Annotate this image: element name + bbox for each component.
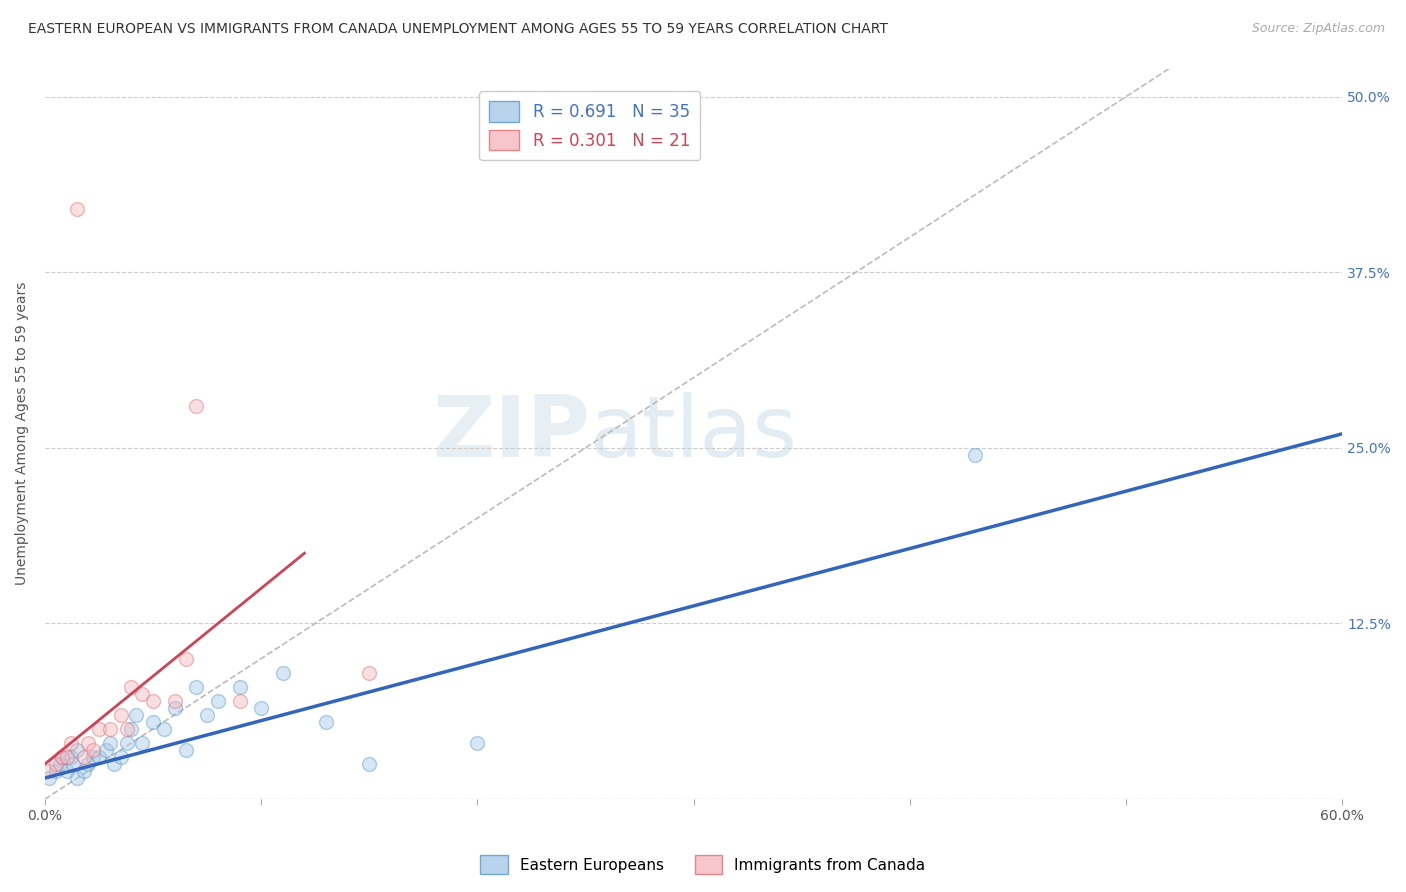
Legend: Eastern Europeans, Immigrants from Canada: Eastern Europeans, Immigrants from Canad…	[474, 849, 932, 880]
Point	[142, 694, 165, 708]
Point	[55, 750, 77, 764]
Point	[250, 700, 273, 714]
Point	[163, 694, 186, 708]
Point	[174, 743, 197, 757]
Point	[51, 750, 73, 764]
Point	[163, 700, 186, 714]
Point	[153, 722, 176, 736]
Point	[62, 756, 84, 771]
Point	[87, 750, 110, 764]
Point	[77, 736, 100, 750]
Point	[59, 736, 82, 750]
Point	[131, 687, 153, 701]
Point	[73, 750, 96, 764]
Point	[73, 764, 96, 778]
Point	[467, 736, 489, 750]
Point	[131, 736, 153, 750]
Point	[125, 707, 148, 722]
Point	[110, 750, 132, 764]
Point	[115, 722, 138, 736]
Point	[66, 743, 89, 757]
Point	[51, 750, 73, 764]
Point	[174, 651, 197, 665]
Text: Source: ZipAtlas.com: Source: ZipAtlas.com	[1251, 22, 1385, 36]
Point	[186, 680, 208, 694]
Point	[186, 399, 208, 413]
Point	[45, 764, 67, 778]
Point	[94, 743, 117, 757]
Point	[142, 714, 165, 729]
Point	[38, 771, 60, 785]
Point	[120, 722, 142, 736]
Point	[87, 722, 110, 736]
Point	[45, 756, 67, 771]
Point	[59, 750, 82, 764]
Point	[49, 756, 72, 771]
Point	[110, 707, 132, 722]
Point	[98, 722, 121, 736]
Point	[103, 756, 125, 771]
Point	[359, 665, 381, 680]
Point	[315, 714, 337, 729]
Point	[98, 736, 121, 750]
Point	[228, 680, 250, 694]
Point	[120, 680, 142, 694]
Text: ZIP: ZIP	[432, 392, 591, 475]
Y-axis label: Unemployment Among Ages 55 to 59 years: Unemployment Among Ages 55 to 59 years	[15, 282, 30, 585]
Point	[66, 202, 89, 216]
Point	[207, 694, 229, 708]
Point	[271, 665, 294, 680]
Point	[115, 736, 138, 750]
Legend: R = 0.691   N = 35, R = 0.301   N = 21: R = 0.691 N = 35, R = 0.301 N = 21	[479, 92, 700, 161]
Point	[963, 448, 986, 462]
Point	[195, 707, 218, 722]
Point	[359, 756, 381, 771]
Point	[77, 756, 100, 771]
Text: atlas: atlas	[591, 392, 797, 475]
Point	[66, 771, 89, 785]
Point	[55, 764, 77, 778]
Point	[228, 694, 250, 708]
Text: EASTERN EUROPEAN VS IMMIGRANTS FROM CANADA UNEMPLOYMENT AMONG AGES 55 TO 59 YEAR: EASTERN EUROPEAN VS IMMIGRANTS FROM CANA…	[28, 22, 889, 37]
Point	[38, 764, 60, 778]
Point	[82, 750, 104, 764]
Point	[82, 743, 104, 757]
